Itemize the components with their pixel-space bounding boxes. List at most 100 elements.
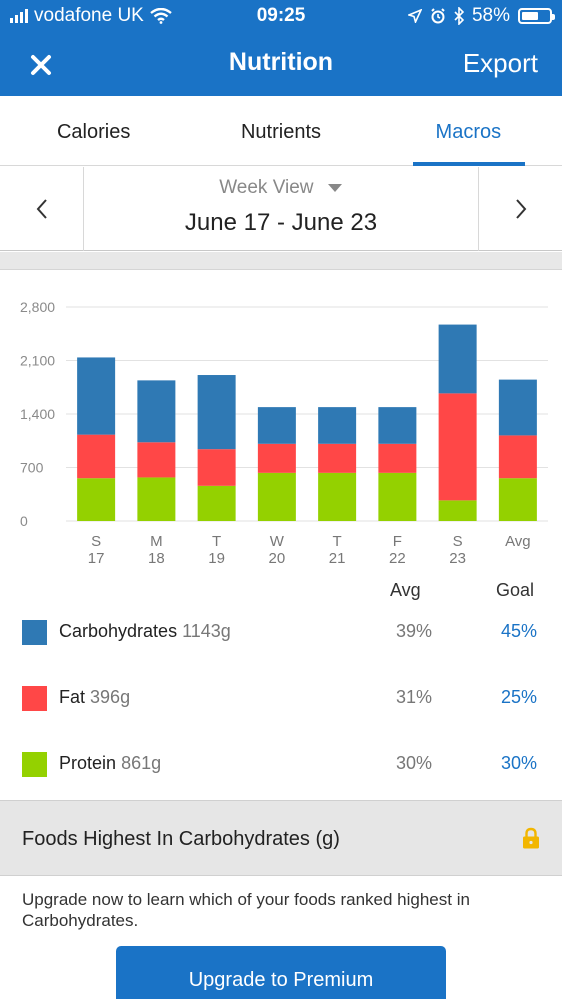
legend-row-fat: Fat 396g 31% 25% xyxy=(0,686,562,726)
battery-percent: 58% xyxy=(471,5,510,26)
caret-down-icon xyxy=(327,183,342,192)
x-tick-date: 18 xyxy=(148,550,165,567)
y-tick-label: 2,800 xyxy=(20,299,55,315)
bar-carbohydrates-1 xyxy=(137,380,176,443)
bar-fat-6 xyxy=(438,393,477,501)
bar-carbohydrates-3 xyxy=(257,407,296,444)
bar-fat-3 xyxy=(257,443,296,473)
x-tick-date: 21 xyxy=(329,550,346,567)
tab-calories[interactable]: Calories xyxy=(56,121,131,143)
avg-column-header: Avg xyxy=(390,580,421,600)
x-tick-day: M xyxy=(150,533,163,550)
status-bar: vodafone UK 09:25 58% xyxy=(0,0,562,32)
bar-carbohydrates-0 xyxy=(77,357,116,435)
bar-fat-4 xyxy=(318,443,357,473)
goal-column-header: Goal xyxy=(496,580,535,600)
tab-bar: Calories Nutrients Macros xyxy=(0,96,562,166)
bar-protein-5 xyxy=(378,472,417,521)
y-tick-label: 1,400 xyxy=(20,406,55,422)
bar-carbohydrates-2 xyxy=(197,375,236,450)
bar-fat-2 xyxy=(197,449,236,486)
wifi-icon xyxy=(150,8,172,24)
page-title: Nutrition xyxy=(228,48,334,76)
x-tick-day: Avg xyxy=(505,533,531,550)
legend-goal: 45% xyxy=(501,621,538,641)
y-tick-label: 2,100 xyxy=(20,353,55,369)
macros-chart: 2,8002,1001,4007000S17M18T19W20T21F22S23… xyxy=(20,299,548,567)
bar-protein-7 xyxy=(498,478,537,521)
legend-avg: 31% xyxy=(396,687,433,707)
x-tick-date: 22 xyxy=(389,550,406,567)
tab-nutrients[interactable]: Nutrients xyxy=(240,121,321,143)
y-tick-label: 700 xyxy=(20,460,44,476)
bar-fat-1 xyxy=(137,442,176,478)
bar-carbohydrates-5 xyxy=(378,407,417,444)
bar-protein-4 xyxy=(318,472,357,521)
carrier-name: vodafone UK xyxy=(34,5,144,26)
foods-section-header: Foods Highest In Carbohydrates (g) xyxy=(0,800,562,876)
x-tick-day: T xyxy=(333,533,342,550)
legend-grams: 861g xyxy=(121,753,162,773)
protein-swatch xyxy=(22,752,47,777)
y-tick-label: 0 xyxy=(20,513,28,529)
legend-label: Protein 861g xyxy=(59,753,161,774)
previous-week-button[interactable] xyxy=(0,167,84,251)
bar-protein-2 xyxy=(197,485,236,521)
upgrade-description: Upgrade now to learn which of your foods… xyxy=(22,890,470,930)
legend-row-carbohydrates: Carbohydrates 1143g 39% 45% xyxy=(0,620,562,660)
carbohydrates-swatch xyxy=(22,620,47,645)
legend-goal: 25% xyxy=(501,687,538,707)
bar-protein-0 xyxy=(77,478,116,521)
x-tick-day: S xyxy=(91,533,101,550)
legend-grams: 1143g xyxy=(182,621,231,641)
x-tick-day: S xyxy=(453,533,463,550)
nav-bar: Nutrition Export xyxy=(0,32,562,96)
bar-fat-7 xyxy=(498,435,537,479)
bar-protein-6 xyxy=(438,500,477,521)
x-tick-day: T xyxy=(212,533,221,550)
legend-goal: 30% xyxy=(501,753,538,773)
week-selector: Week View June 17 - June 23 xyxy=(0,167,562,251)
legend-label: Carbohydrates 1143g xyxy=(59,621,231,642)
fat-swatch xyxy=(22,686,47,711)
bar-protein-1 xyxy=(137,477,176,521)
bar-protein-3 xyxy=(257,472,296,521)
x-tick-day: F xyxy=(393,533,402,550)
x-tick-date: 23 xyxy=(449,550,466,567)
legend-name: Protein xyxy=(59,753,117,773)
chevron-left-icon xyxy=(36,199,47,219)
close-icon[interactable] xyxy=(26,50,56,80)
legend-avg: 39% xyxy=(396,621,433,641)
x-tick-day: W xyxy=(270,533,285,550)
bar-carbohydrates-6 xyxy=(438,324,477,394)
bar-carbohydrates-4 xyxy=(318,407,357,444)
view-selector[interactable]: Week View xyxy=(0,177,562,199)
battery-icon xyxy=(518,8,555,24)
export-button[interactable]: Export xyxy=(462,48,538,78)
chevron-right-icon xyxy=(515,199,526,219)
bar-carbohydrates-7 xyxy=(498,379,537,436)
top-bar: vodafone UK 09:25 58% Nutrition Export xyxy=(0,0,562,96)
lock-icon xyxy=(523,827,539,849)
legend-name: Fat xyxy=(59,687,86,707)
bar-fat-0 xyxy=(77,434,116,479)
x-tick-date: 20 xyxy=(269,550,286,567)
tab-macros[interactable]: Macros xyxy=(375,96,562,166)
view-label: Week View xyxy=(219,177,314,198)
signal-strength-icon xyxy=(10,9,28,23)
x-tick-date: 19 xyxy=(208,550,225,567)
x-tick-date: 17 xyxy=(88,550,105,567)
bar-fat-5 xyxy=(378,443,417,473)
legend-name: Carbohydrates xyxy=(59,621,178,641)
upgrade-to-premium-button[interactable]: Upgrade to Premium xyxy=(116,946,446,999)
location-icon xyxy=(407,9,422,23)
date-range: June 17 - June 23 xyxy=(184,209,378,236)
bluetooth-icon xyxy=(454,7,464,25)
legend-row-protein: Protein 861g 30% 30% xyxy=(0,752,562,792)
clock: 09:25 xyxy=(256,5,306,26)
legend-grams: 396g xyxy=(90,687,131,707)
alarm-icon xyxy=(431,8,445,24)
next-week-button[interactable] xyxy=(478,167,562,251)
section-divider xyxy=(0,252,562,270)
foods-section-title: Foods Highest In Carbohydrates (g) xyxy=(22,828,340,850)
